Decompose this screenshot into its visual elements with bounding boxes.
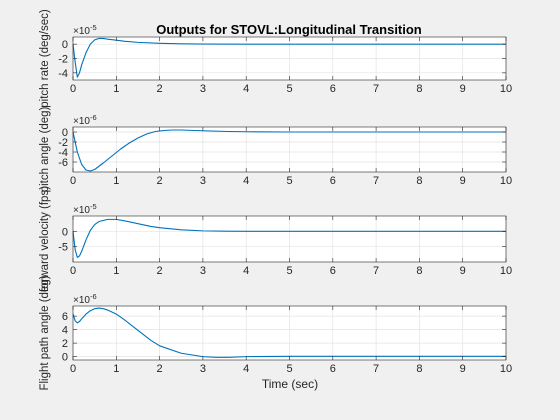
pitch-rate-exponent-label: ×10-5 [73,23,97,37]
pitch-angle-x-tick-label: 10 [500,175,512,187]
forward-velocity-exponent-label: ×10-5 [73,202,97,216]
forward-velocity-x-tick-label: 10 [500,265,512,277]
pitch-rate-x-tick-label: 3 [200,83,206,95]
flight-path-angle-y-axis-label: Flight path angle (deg) [39,275,51,390]
flight-path-angle-y-tick-label: 6 [62,311,68,323]
flight-path-angle-x-tick-label: 1 [113,363,119,375]
flight-path-angle-x-tick-label: 8 [416,363,422,375]
pitch-angle-x-tick-label: 2 [157,175,163,187]
flight-path-angle-x-tick-label: 6 [330,363,336,375]
flight-path-angle-x-tick-label: 7 [373,363,379,375]
flight-path-angle-y-tick-label: 4 [62,325,68,337]
pitch-angle-y-tick-label: -2 [58,137,68,149]
pitch-angle-x-tick-label: 1 [113,175,119,187]
forward-velocity-x-tick-label: 8 [416,265,422,277]
pitch-rate-x-tick-label: 2 [157,83,163,95]
pitch-rate-y-tick-label: -4 [58,68,68,80]
pitch-angle-x-tick-label: 7 [373,175,379,187]
pitch-angle-x-tick-label: 0 [70,175,76,187]
figure-title: Outputs for STOVL:Longitudinal Transitio… [156,22,422,37]
flight-path-angle-x-tick-label: 2 [157,363,163,375]
pitch-rate-x-tick-label: 9 [460,83,466,95]
pitch-rate-series-line [72,37,506,78]
pitch-rate-x-tick-label: 5 [286,83,292,95]
forward-velocity-x-tick-label: 3 [200,265,206,277]
pitch-angle-x-tick-label: 5 [286,175,292,187]
pitch-rate-x-tick-label: 8 [416,83,422,95]
pitch-rate-y-tick-label: -2 [58,54,68,66]
forward-velocity-x-tick-label: 1 [113,265,119,277]
flight-path-angle-x-tick-label: 0 [70,363,76,375]
flight-path-angle-x-tick-label: 3 [200,363,206,375]
pitch-angle-y-tick-label: -4 [58,147,68,159]
forward-velocity-x-tick-label: 2 [157,265,163,277]
pitch-angle-x-tick-label: 9 [460,175,466,187]
pitch-rate-x-tick-label: 0 [70,83,76,95]
flight-path-angle-series-line [72,307,506,358]
forward-velocity-series-line [72,218,506,258]
forward-velocity-x-tick-label: 9 [460,265,466,277]
pitch-angle-exponent-label: ×10-6 [73,113,97,127]
pitch-rate-subplot: 0 1 2 3 4 5 6 7 8 9 10 -4 -2 0 ×10-5 pitch rate (deg/se… [39,9,512,108]
pitch-rate-y-axis-label: pitch rate (deg/sec) [39,9,51,108]
flight-path-angle-x-tick-label: 9 [460,363,466,375]
forward-velocity-x-tick-label: 7 [373,265,379,277]
forward-velocity-x-tick-label: 0 [70,265,76,277]
pitch-angle-x-tick-label: 4 [243,175,249,187]
forward-velocity-y-tick-label: 0 [62,226,68,238]
x-axis-label: Time (sec) [262,377,318,391]
flight-path-angle-exponent-label: ×10-6 [73,292,97,306]
flight-path-angle-x-tick-label: 5 [286,363,292,375]
pitch-angle-y-axis-label: pitch angle (deg) [39,106,51,192]
pitch-rate-x-tick-label: 1 [113,83,119,95]
forward-velocity-y-axis-label: forward velocity (fps) [39,186,51,292]
forward-velocity-y-tick-label: -5 [58,242,68,254]
forward-velocity-x-tick-label: 4 [243,265,249,277]
pitch-angle-x-tick-label: 6 [330,175,336,187]
pitch-angle-x-tick-label: 3 [200,175,206,187]
pitch-rate-x-tick-label: 10 [500,83,512,95]
pitch-rate-y-tick-label: 0 [62,39,68,51]
pitch-rate-x-tick-label: 7 [373,83,379,95]
flight-path-angle-x-tick-label: 10 [500,363,512,375]
pitch-rate-x-tick-label: 6 [330,83,336,95]
forward-velocity-x-tick-label: 6 [330,265,336,277]
pitch-angle-y-tick-label: -6 [58,157,68,169]
flight-path-angle-y-tick-label: 0 [62,352,68,364]
pitch-angle-y-tick-label: 0 [62,127,68,139]
forward-velocity-x-tick-label: 5 [286,265,292,277]
flight-path-angle-x-tick-label: 4 [243,363,249,375]
pitch-rate-x-tick-label: 4 [243,83,249,95]
flight-path-angle-y-tick-label: 2 [62,338,68,350]
pitch-angle-x-tick-label: 8 [416,175,422,187]
